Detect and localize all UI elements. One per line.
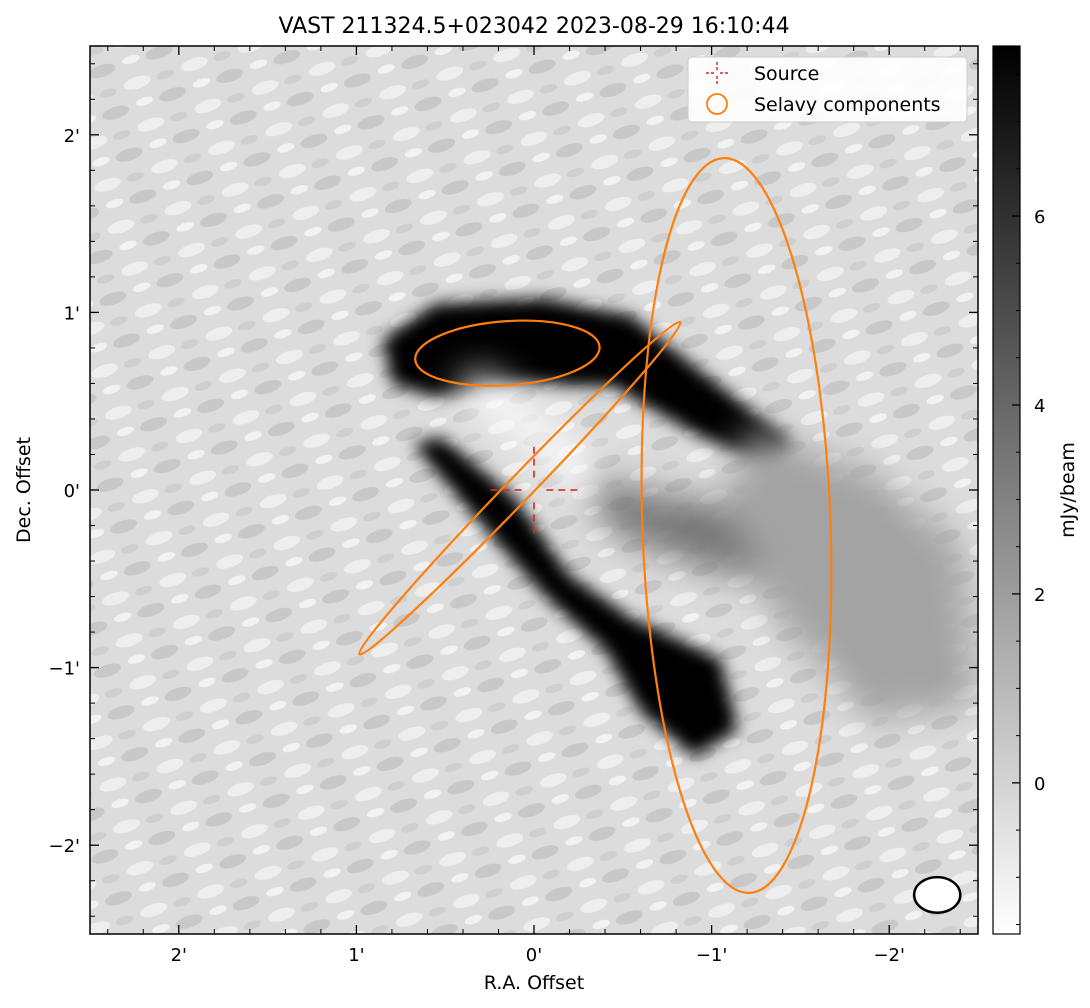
y-tick-label: 1' bbox=[64, 303, 80, 324]
legend: Source Selavy components bbox=[687, 56, 968, 123]
legend-box bbox=[687, 56, 968, 123]
colorbar-tick-label: 4 bbox=[1034, 396, 1045, 417]
colorbar: 0 2 4 6 mJy/beam bbox=[992, 45, 1079, 935]
y-tick-label: −2' bbox=[49, 836, 80, 857]
legend-component-label: Selavy components bbox=[754, 94, 941, 116]
selavy-component-3 bbox=[640, 157, 833, 894]
colorbar-gradient bbox=[992, 45, 1021, 935]
axis-ticks: 2' 1' 0' −1' −2' 2' 1' 0' −1' −2' bbox=[49, 46, 978, 966]
emission-region-4 bbox=[729, 427, 978, 721]
emission-region-1 bbox=[383, 298, 792, 469]
beam-layer bbox=[912, 875, 962, 914]
image-panel bbox=[90, 46, 978, 934]
colorbar-label: mJy/beam bbox=[1057, 442, 1079, 538]
beam-ellipse bbox=[912, 875, 962, 914]
x-tick-label: 0' bbox=[526, 945, 542, 966]
emission-region-5 bbox=[454, 369, 597, 499]
y-tick-label: 0' bbox=[64, 481, 80, 502]
selavy-component-2 bbox=[358, 320, 682, 656]
source-layer bbox=[487, 443, 581, 537]
colorbar-tick-label: 2 bbox=[1034, 585, 1045, 606]
selavy-component-1 bbox=[414, 319, 601, 387]
x-tick-label: 1' bbox=[348, 945, 364, 966]
y-axis-label: Dec. Offset bbox=[13, 437, 35, 543]
component-layer bbox=[358, 157, 833, 894]
emission-layer bbox=[383, 298, 978, 757]
y-tick-label: 2' bbox=[64, 126, 80, 147]
x-tick-label: 2' bbox=[171, 945, 187, 966]
x-tick-label: −1' bbox=[696, 945, 727, 966]
emission-region-2 bbox=[413, 436, 739, 757]
colorbar-ticks: 0 2 4 6 bbox=[1012, 73, 1045, 926]
y-tick-label: −1' bbox=[49, 659, 80, 680]
x-axis-label: R.A. Offset bbox=[484, 972, 584, 994]
colorbar-tick-label: 0 bbox=[1034, 774, 1045, 795]
legend-component-marker bbox=[706, 93, 728, 115]
x-tick-label: −2' bbox=[873, 945, 904, 966]
chart-title: VAST 211324.5+023042 2023-08-29 16:10:44 bbox=[278, 14, 789, 39]
legend-source-marker bbox=[706, 62, 728, 84]
colorbar-tick-label: 6 bbox=[1034, 207, 1045, 228]
legend-source-label: Source bbox=[754, 63, 819, 85]
